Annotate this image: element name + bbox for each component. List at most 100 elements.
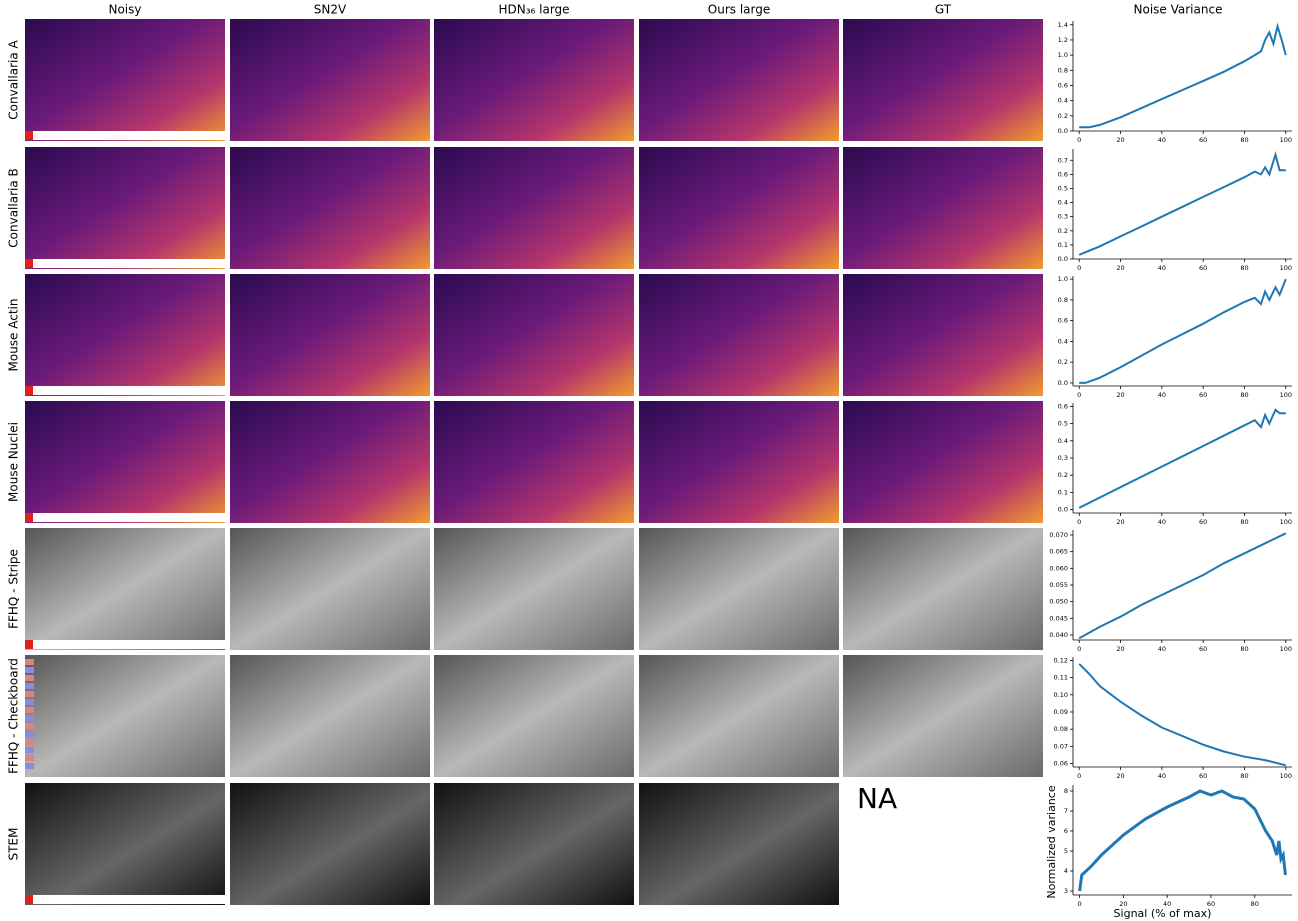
noise-pattern [25, 895, 225, 904]
x-tick-label: 60 [1199, 518, 1207, 526]
x-tick-label: 60 [1199, 645, 1207, 653]
column-header: GT [935, 3, 952, 17]
image [25, 19, 225, 141]
noise-pattern [25, 386, 33, 395]
noise-pattern [25, 707, 34, 713]
x-tick-label: 60 [1199, 264, 1207, 272]
image [25, 147, 225, 269]
row-label: Convallaria A [7, 39, 21, 119]
x-tick-label: 0 [1077, 264, 1081, 272]
x-axis-label: Signal (% of max) [1114, 907, 1212, 920]
x-tick-label: 40 [1158, 136, 1166, 144]
y-tick-label: 0.06 [1054, 760, 1068, 768]
noise-pattern [25, 640, 225, 649]
image [230, 783, 430, 905]
y-tick-label: 1.4 [1058, 21, 1068, 29]
image [434, 528, 634, 650]
noise-pattern [25, 731, 34, 737]
y-tick-label: 0.08 [1054, 725, 1068, 733]
noise-pattern [25, 723, 34, 729]
image [25, 528, 225, 650]
x-tick-label: 80 [1240, 264, 1248, 272]
y-tick-label: 1.2 [1058, 36, 1068, 44]
line [1078, 532, 1287, 640]
image [230, 655, 430, 777]
image [434, 783, 634, 905]
image [843, 401, 1043, 523]
image [639, 783, 839, 905]
x-tick-label: 20 [1116, 391, 1124, 399]
x-tick-label: 60 [1207, 900, 1215, 908]
y-tick-label: 4 [1064, 867, 1068, 875]
y-tick-label: 0.0 [1058, 127, 1068, 135]
y-tick-label: 0.055 [1049, 581, 1068, 589]
y-tick-label: 7 [1064, 807, 1068, 815]
x-tick-label: 0 [1077, 518, 1081, 526]
x-tick-label: 0 [1077, 772, 1081, 780]
image [230, 528, 430, 650]
x-tick-label: 80 [1251, 900, 1259, 908]
image [843, 528, 1043, 650]
y-tick-label: 0.6 [1058, 81, 1068, 89]
x-tick-label: 40 [1158, 772, 1166, 780]
y-tick-label: 0.2 [1058, 227, 1068, 235]
y-tick-label: 0.0 [1058, 255, 1068, 263]
y-tick-label: 0.045 [1049, 614, 1068, 622]
x-tick-label: 40 [1158, 645, 1166, 653]
x-tick-label: 60 [1199, 136, 1207, 144]
noise-pattern [25, 659, 34, 665]
image [843, 655, 1043, 777]
noise-pattern [25, 755, 34, 761]
y-tick-label: 0.1 [1058, 488, 1068, 496]
y-tick-label: 1.0 [1058, 275, 1068, 283]
image [434, 401, 634, 523]
image [639, 401, 839, 523]
column-header: Noise Variance [1134, 3, 1223, 17]
image [25, 401, 225, 523]
line [1078, 408, 1286, 509]
noise-pattern [25, 513, 33, 522]
y-tick-label: 0.12 [1054, 656, 1068, 664]
noise-pattern [25, 715, 34, 721]
y-tick-label: 0.07 [1054, 742, 1068, 750]
column-header: Ours large [708, 3, 770, 17]
y-tick-label: 0.8 [1058, 296, 1068, 304]
noise-pattern [25, 699, 34, 705]
image [25, 274, 225, 396]
x-tick-label: 20 [1116, 645, 1124, 653]
x-tick-label: 40 [1158, 518, 1166, 526]
noise-pattern [25, 259, 225, 268]
y-tick-label: 5 [1064, 847, 1068, 855]
x-tick-label: 100 [1280, 136, 1292, 144]
image [25, 655, 225, 777]
noise-pattern [25, 763, 34, 769]
y-tick-label: 0.4 [1058, 337, 1068, 345]
y-tick-label: 0.0 [1058, 379, 1068, 387]
column-header: HDN₃₆ large [498, 3, 569, 17]
x-tick-label: 0 [1077, 645, 1081, 653]
noise-pattern [25, 259, 33, 268]
x-tick-label: 0 [1077, 391, 1081, 399]
missing-label: NA [857, 782, 897, 815]
image [230, 401, 430, 523]
image [434, 655, 634, 777]
x-tick-label: 20 [1116, 136, 1124, 144]
y-tick-label: 6 [1064, 827, 1068, 835]
y-tick-label: 0.1 [1058, 241, 1068, 249]
x-tick-label: 40 [1163, 900, 1171, 908]
line [1078, 663, 1287, 767]
y-tick-label: 0.3 [1058, 454, 1068, 462]
row-label: FFHQ - Checkboard [7, 658, 21, 774]
image [25, 783, 225, 905]
y-tick-label: 0.065 [1049, 548, 1068, 556]
image [230, 19, 430, 141]
y-tick-label: 0.09 [1054, 708, 1068, 716]
image [639, 528, 839, 650]
image [843, 274, 1043, 396]
x-tick-label: 80 [1240, 645, 1248, 653]
x-tick-label: 80 [1240, 136, 1248, 144]
image [434, 274, 634, 396]
noise-pattern [25, 513, 225, 522]
column-header: SN2V [314, 3, 347, 17]
